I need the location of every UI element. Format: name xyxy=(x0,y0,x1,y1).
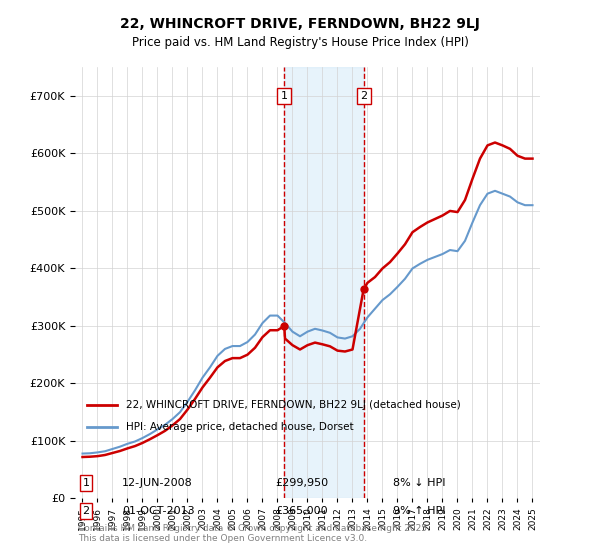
Text: 1: 1 xyxy=(82,478,89,488)
Text: £365,000: £365,000 xyxy=(275,506,328,516)
Text: 1: 1 xyxy=(281,91,288,101)
Text: £299,950: £299,950 xyxy=(275,478,328,488)
Text: 22, WHINCROFT DRIVE, FERNDOWN, BH22 9LJ (detached house): 22, WHINCROFT DRIVE, FERNDOWN, BH22 9LJ … xyxy=(126,400,461,410)
Text: HPI: Average price, detached house, Dorset: HPI: Average price, detached house, Dors… xyxy=(126,422,354,432)
Bar xyxy=(284,67,364,498)
Text: 2: 2 xyxy=(360,91,367,101)
Text: 2: 2 xyxy=(82,506,89,516)
Text: 01-OCT-2013: 01-OCT-2013 xyxy=(122,506,194,516)
Text: 9% ↑ HPI: 9% ↑ HPI xyxy=(394,506,446,516)
Text: Price paid vs. HM Land Registry's House Price Index (HPI): Price paid vs. HM Land Registry's House … xyxy=(131,36,469,49)
Text: 22, WHINCROFT DRIVE, FERNDOWN, BH22 9LJ: 22, WHINCROFT DRIVE, FERNDOWN, BH22 9LJ xyxy=(120,17,480,31)
Text: 12-JUN-2008: 12-JUN-2008 xyxy=(122,478,193,488)
Text: 8% ↓ HPI: 8% ↓ HPI xyxy=(394,478,446,488)
Text: Contains HM Land Registry data © Crown copyright and database right 2025.
This d: Contains HM Land Registry data © Crown c… xyxy=(78,524,430,543)
